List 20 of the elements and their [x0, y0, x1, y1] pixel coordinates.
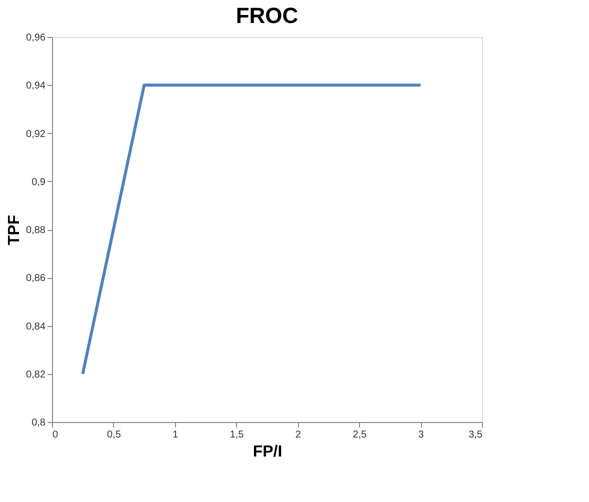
- y-tick-label: 0,96: [26, 32, 46, 44]
- x-tick-label: 1: [172, 430, 179, 440]
- y-axis-title: TPF: [6, 214, 24, 246]
- y-tick-label: 0,88: [26, 225, 46, 236]
- x-tick-label: 2,5: [352, 430, 368, 440]
- x-tick-label: 2: [295, 430, 302, 440]
- y-tick-label: 0,82: [26, 369, 46, 380]
- x-tick-label: 1,5: [230, 430, 244, 440]
- x-tick-label: 3,5: [468, 430, 483, 440]
- x-axis-title: FP/I: [252, 444, 282, 460]
- y-tick-label: 0,8: [32, 418, 46, 428]
- chart-title: FROC: [236, 3, 298, 28]
- y-tick-label: 0,9: [32, 176, 46, 188]
- y-tick-label: 0,84: [26, 321, 46, 332]
- y-tick-label: 0,92: [26, 128, 46, 140]
- x-tick-label: 0: [52, 430, 58, 440]
- x-tick-label: 3: [418, 430, 424, 440]
- x-tick-label: 0,5: [106, 430, 122, 440]
- y-tick-label: 0,86: [26, 273, 46, 284]
- y-tick-label: 0,94: [26, 80, 46, 92]
